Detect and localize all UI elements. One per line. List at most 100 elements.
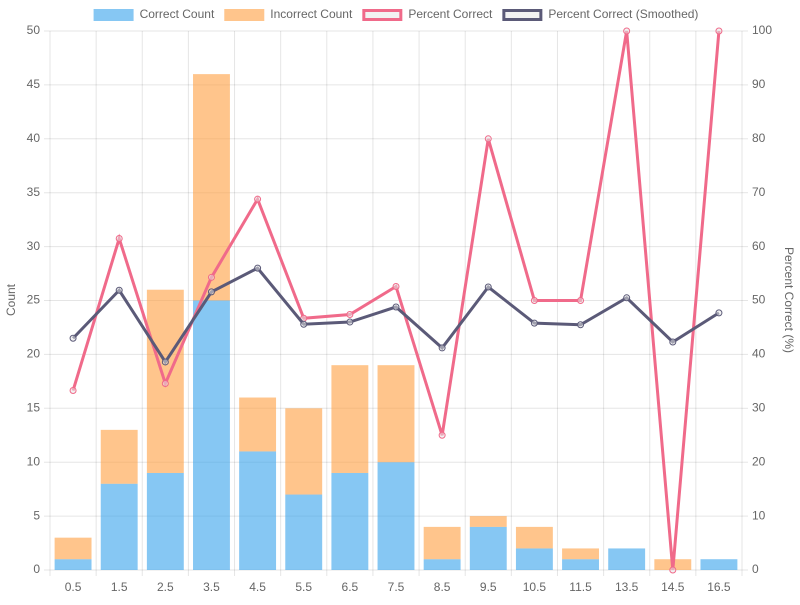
point — [715, 27, 723, 35]
legend-item: Percent Correct — [362, 7, 493, 21]
point — [207, 273, 215, 281]
bar — [515, 526, 553, 549]
point — [254, 195, 262, 203]
point — [392, 282, 400, 290]
x-tick-label: 5.5 — [295, 580, 312, 594]
bar — [608, 548, 646, 570]
y2-tick-label: 100 — [752, 23, 772, 37]
point — [300, 320, 308, 328]
bar — [285, 494, 323, 570]
y-tick-label: 5 — [33, 508, 40, 522]
bar — [331, 365, 369, 473]
bar — [423, 526, 461, 560]
legend-label: Percent Correct (Smoothed) — [548, 7, 698, 21]
point — [484, 135, 492, 143]
x-tick-label: 10.5 — [523, 580, 547, 594]
point — [577, 321, 585, 329]
bar — [377, 462, 415, 570]
point — [392, 303, 400, 311]
x-tick-label: 9.5 — [480, 580, 497, 594]
y2-axis-title: Percent Correct (%) — [782, 247, 796, 353]
point — [438, 431, 446, 439]
legend-label: Incorrect Count — [270, 7, 353, 21]
x-tick-label: 4.5 — [249, 580, 266, 594]
x-tick-label: 2.5 — [157, 580, 174, 594]
point — [69, 334, 77, 342]
bar — [377, 365, 415, 463]
bar — [239, 397, 277, 452]
x-tick-label: 11.5 — [569, 580, 592, 594]
y-tick-label: 50 — [27, 23, 41, 37]
point — [623, 294, 631, 302]
point — [669, 566, 677, 574]
y2-tick-label: 60 — [752, 239, 766, 253]
point — [207, 288, 215, 296]
y-tick-label: 10 — [27, 454, 41, 468]
y2-tick-label: 20 — [752, 454, 766, 468]
legend-item: Correct Count — [93, 7, 215, 21]
x-tick-label: 1.5 — [111, 580, 128, 594]
y2-tick-label: 70 — [752, 185, 766, 199]
y2-tick-label: 0 — [752, 562, 759, 576]
point — [69, 387, 77, 395]
y-tick-label: 20 — [27, 347, 41, 361]
bar — [562, 559, 599, 570]
y-tick-label: 30 — [27, 239, 41, 253]
y2-tick-label: 10 — [752, 508, 766, 522]
point — [484, 283, 492, 291]
x-tick-label: 7.5 — [388, 580, 405, 594]
point — [715, 309, 723, 317]
point — [669, 338, 677, 346]
legend-label: Correct Count — [140, 7, 215, 21]
x-tick-label: 13.5 — [615, 580, 639, 594]
bar — [469, 516, 507, 527]
point — [530, 297, 538, 304]
legend-swatch — [362, 9, 403, 21]
y-axis-title: Count — [4, 283, 18, 316]
y2-tick-label: 30 — [752, 400, 766, 414]
y-tick-label: 25 — [27, 293, 41, 307]
bar — [54, 537, 92, 560]
y2-tick-label: 50 — [752, 293, 766, 307]
x-tick-label: 14.5 — [661, 580, 685, 594]
bar — [285, 408, 323, 495]
bar — [331, 472, 369, 570]
point — [530, 319, 538, 327]
bar — [562, 548, 599, 560]
bar — [700, 559, 738, 570]
x-tick-label: 8.5 — [434, 580, 451, 594]
point — [623, 27, 631, 35]
y-tick-label: 45 — [27, 77, 41, 91]
point — [577, 297, 585, 304]
point — [115, 286, 123, 294]
y-tick-label: 35 — [27, 185, 41, 199]
y2-tick-label: 40 — [752, 347, 766, 361]
bar — [239, 451, 277, 570]
y-tick-label: 40 — [27, 131, 41, 145]
point — [161, 380, 169, 388]
point — [115, 235, 123, 243]
point — [346, 311, 354, 319]
bar — [100, 429, 138, 484]
legend-swatch — [224, 9, 265, 21]
bar — [423, 559, 461, 570]
bar — [146, 472, 184, 570]
legend: Correct Count Incorrect Count Percent Corr… — [93, 7, 698, 21]
x-tick-label: 0.5 — [65, 580, 82, 594]
y2-tick-label: 90 — [752, 77, 766, 91]
bar — [54, 559, 92, 570]
bar — [469, 526, 507, 570]
y2-tick-label: 80 — [752, 131, 766, 145]
y-tick-label: 15 — [27, 400, 41, 414]
legend-item: Percent Correct (Smoothed) — [502, 7, 698, 21]
legend-item: Incorrect Count — [224, 7, 353, 21]
x-tick-label: 16.5 — [707, 580, 731, 594]
x-tick-label: 6.5 — [342, 580, 359, 594]
point — [346, 318, 354, 326]
legend-swatch — [93, 9, 134, 21]
point — [161, 358, 169, 366]
bar — [100, 483, 138, 570]
bar — [515, 548, 553, 570]
legend-swatch — [502, 9, 543, 21]
